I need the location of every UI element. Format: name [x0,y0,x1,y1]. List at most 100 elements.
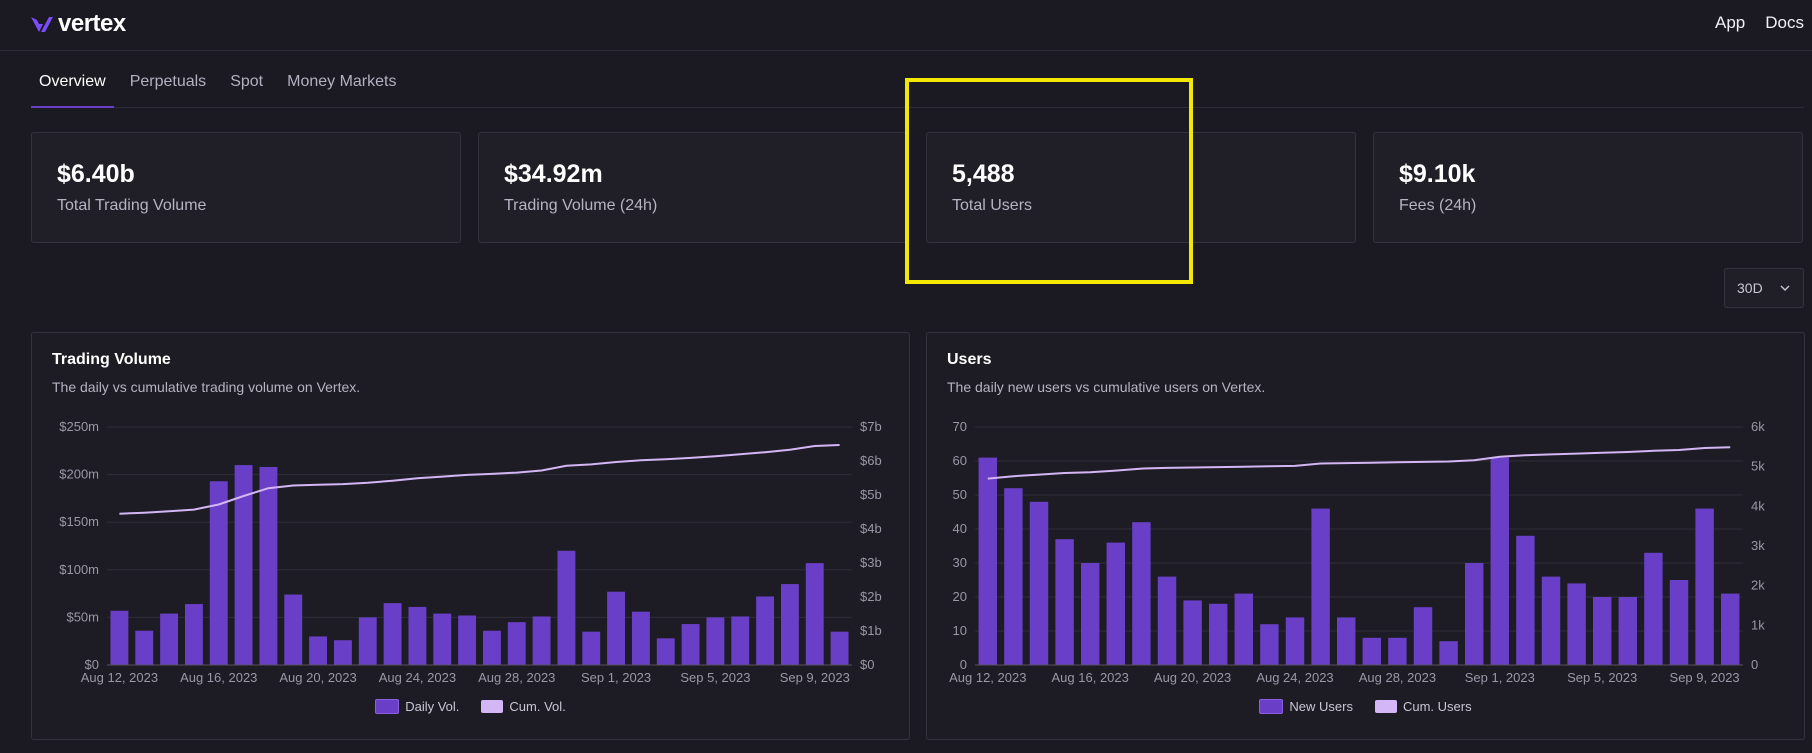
x-tick-label: Aug 20, 2023 [1154,670,1231,685]
x-tick-label: Aug 12, 2023 [949,670,1026,685]
bar [383,603,402,665]
bar [1516,535,1535,665]
bar [1490,457,1510,665]
legend-item-new-users[interactable]: New Users [1259,699,1353,714]
panel-title: Users [947,351,992,368]
x-tick-label: Sep 1, 2023 [1465,670,1535,685]
x-tick-label: Sep 9, 2023 [780,670,850,685]
bar [1592,597,1612,665]
stat-value: 5,488 [952,160,1015,188]
chart-legend: New Users Cum. Users [927,699,1804,714]
bar [978,457,998,665]
bar [408,606,427,665]
bar [458,615,477,665]
bar [532,616,551,665]
x-tick-label: Aug 28, 2023 [1359,670,1436,685]
panel-subtitle: The daily new users vs cumulative users … [947,379,1266,395]
legend-label: Daily Vol. [405,699,460,714]
bar [656,638,675,665]
panel-subtitle: The daily vs cumulative trading volume o… [52,379,361,395]
bar [1541,576,1561,665]
bar [1260,624,1279,665]
legend-swatch [481,700,504,713]
y-tick-label: 30 [953,555,967,570]
bar [209,481,228,665]
bar [234,465,253,665]
y2-tick-label: 3k [1751,538,1765,553]
legend-label: Cum. Vol. [509,699,566,714]
legend-item-cum-users[interactable]: Cum. Users [1374,699,1472,714]
time-range-value: 30D [1737,280,1763,296]
x-tick-label: Sep 5, 2023 [680,670,750,685]
stat-card-total-users: 5,488 Total Users [926,132,1356,243]
trading-volume-chart: $0 $50m $100m $150m $200m $250m $0 $1b $2b $3b $4b… [59,419,882,685]
y-tick-label: 10 [953,623,967,638]
y-tick-label: $250m [59,419,99,434]
stat-label: Total Trading Volume [57,197,207,214]
stat-label: Total Users [952,197,1033,214]
stat-value: $9.10k [1399,160,1476,188]
y2-tick-label: $0 [860,657,874,672]
legend-item-daily-vol[interactable]: Daily Vol. [375,699,459,714]
bar [756,596,775,665]
trading-volume-panel: Trading Volume The daily vs cumulative t… [31,332,910,740]
cumulative-line [119,444,840,515]
x-tick-label: Aug 16, 2023 [180,670,257,685]
y-tick-label: 40 [953,521,967,536]
bar [1157,576,1177,665]
bar [358,617,377,665]
bar [1004,488,1023,665]
legend-label: Cum. Users [1402,699,1472,714]
bar [1567,583,1586,665]
bar [135,630,154,665]
bar [1285,617,1305,665]
users-chart: 0 10 20 30 40 50 60 70 0 1k 2k 3k 4k 5k 6k Aug 12, 2023… [949,419,1765,685]
y2-tick-label: 2k [1751,578,1765,593]
y2-tick-label: $6b [860,453,882,468]
docs-link[interactable]: Docs [1765,13,1804,32]
top-bar: vertex App Docs [0,0,1812,51]
bar [433,613,452,665]
y-tick-label: $150m [59,514,99,529]
time-range-select[interactable]: 30D [1724,268,1804,308]
y-tick-label: 70 [953,419,967,434]
chart-legend: Daily Vol. Cum. Vol. [32,699,909,714]
x-tick-label: Sep 1, 2023 [581,670,651,685]
legend-item-cum-vol[interactable]: Cum. Vol. [481,699,566,714]
bar [607,591,626,665]
x-tick-label: Aug 28, 2023 [478,670,555,685]
bar [1388,637,1407,665]
bar [731,616,750,665]
bar [557,550,576,665]
stat-card-trading-volume-24h: $34.92m Trading Volume (24h) [478,132,908,243]
stat-label: Trading Volume (24h) [504,197,658,214]
tab-money-markets[interactable]: Money Markets [287,73,397,90]
bar [1234,593,1254,665]
x-tick-label: Aug 24, 2023 [379,670,456,685]
x-tick-label: Aug 20, 2023 [279,670,356,685]
bar [160,613,179,665]
vertex-logo[interactable]: vertex [30,10,126,38]
y-tick-label: 20 [953,589,967,604]
bar [1644,552,1663,665]
app-link[interactable]: App [1715,13,1746,32]
bar [706,617,725,665]
x-tick-label: Sep 5, 2023 [1567,670,1637,685]
stat-label: Fees (24h) [1399,197,1477,214]
bar [1029,501,1049,665]
bar [681,624,700,665]
section-tabs: Overview Perpetuals Spot Money Markets [31,51,1804,108]
legend-swatch [1374,700,1397,713]
tab-spot[interactable]: Spot [230,73,264,90]
y-tick-label: $100m [59,562,99,577]
tab-overview[interactable]: Overview [31,73,114,108]
bar [1695,508,1714,665]
tab-perpetuals[interactable]: Perpetuals [129,73,207,90]
bar [1132,522,1151,665]
bar [1464,563,1484,665]
bar [1106,542,1126,665]
bar [1669,580,1689,665]
chevron-down-icon [1780,285,1790,291]
bar [780,584,799,665]
bar [1055,539,1074,665]
